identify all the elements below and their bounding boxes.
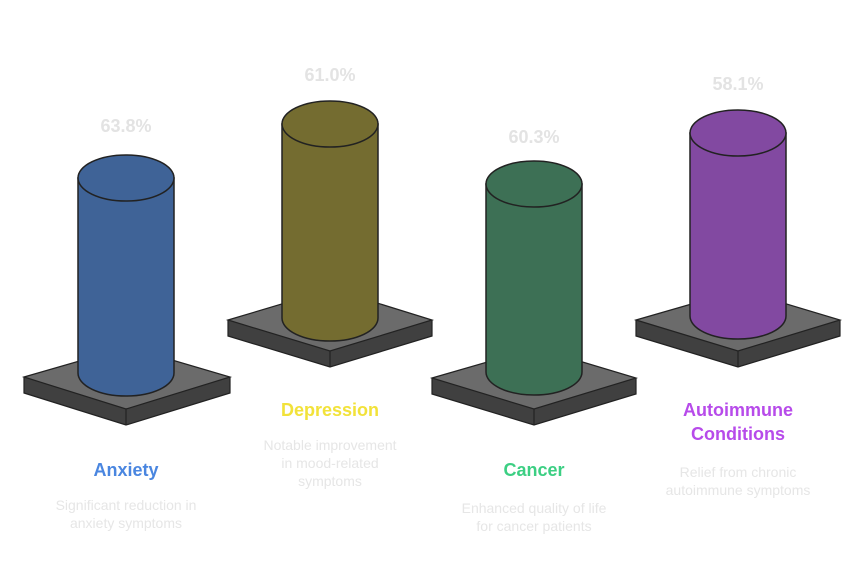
pillar-cancer: 60.3%: [429, 127, 639, 426]
pillar-anxiety: 63.8%: [21, 116, 233, 426]
pillar-depression: 61.0%: [225, 65, 435, 368]
title-anxiety: Anxiety: [93, 460, 159, 480]
description-anxiety: Significant reduction in anxiety symptom…: [55, 497, 197, 531]
description-depression: Notable improvement in mood-related symp…: [263, 437, 397, 489]
pillar-autoimmune: 58.1%: [633, 74, 843, 368]
cylinder: [281, 100, 379, 342]
percentage-label: 58.1%: [712, 74, 763, 94]
title-cancer: Cancer: [503, 460, 565, 480]
percentage-label: 60.3%: [508, 127, 559, 147]
title-depression: Depression: [280, 400, 380, 420]
percentage-label: 61.0%: [304, 65, 355, 85]
cylinder: [689, 109, 787, 340]
cylinder: [77, 154, 175, 397]
percentage-label: 63.8%: [100, 116, 151, 136]
cylinder: [485, 160, 583, 396]
description-cancer: Enhanced quality of life for cancer pati…: [461, 500, 607, 534]
description-autoimmune: Relief from chronic autoimmune symptoms: [665, 464, 811, 498]
title-autoimmune: Autoimmune Conditions: [683, 400, 793, 444]
